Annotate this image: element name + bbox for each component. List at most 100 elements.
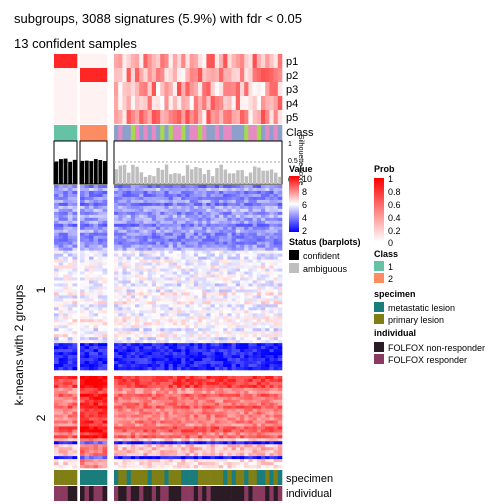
heatmap-cell <box>202 247 207 251</box>
heatmap-cell <box>102 214 108 219</box>
prob-cell <box>219 82 224 96</box>
heatmap-cell <box>181 220 186 225</box>
heatmap-cell <box>156 352 161 356</box>
heatmap-cell <box>206 432 211 436</box>
heatmap-cell <box>198 393 203 398</box>
silhouette-bar <box>72 159 77 184</box>
heatmap-cell <box>235 352 241 356</box>
prob-cell <box>172 68 178 82</box>
heatmap-cell <box>168 384 174 389</box>
heatmap-cell <box>235 185 241 189</box>
heatmap-cell <box>130 298 136 302</box>
heatmap-cell <box>135 444 140 448</box>
heatmap-cell <box>227 387 232 392</box>
heatmap-cell <box>273 226 279 231</box>
heatmap-cell <box>98 271 103 275</box>
prob-cell <box>130 82 136 96</box>
heatmap-cell <box>147 286 153 290</box>
heatmap-cell <box>93 396 99 401</box>
heatmap-cell <box>193 298 199 302</box>
heatmap-cell <box>193 310 199 314</box>
heatmap-cell <box>67 322 73 326</box>
heatmap-cell <box>164 378 169 383</box>
heatmap-cell <box>269 429 274 433</box>
heatmap-cell <box>210 223 216 228</box>
heatmap-cell <box>126 432 132 436</box>
heatmap-cell <box>126 253 132 257</box>
heatmap-cell <box>244 414 249 418</box>
heatmap-cell <box>172 208 178 213</box>
heatmap-cell <box>269 226 274 231</box>
heatmap-cell <box>223 408 228 412</box>
heatmap-cell <box>122 450 127 454</box>
silhouette-bar <box>265 170 270 184</box>
heatmap-cell <box>248 280 253 284</box>
heatmap-cell <box>235 220 241 225</box>
heatmap-cell <box>227 402 232 406</box>
heatmap-cell <box>210 268 216 272</box>
heatmap-cell <box>214 223 220 228</box>
heatmap-cell <box>168 364 174 368</box>
heatmap-cell <box>177 364 182 368</box>
heatmap-cell <box>198 310 203 314</box>
heatmap-cell <box>231 313 237 317</box>
heatmap-cell <box>151 274 157 278</box>
heatmap-cell <box>156 262 161 266</box>
heatmap-cell <box>210 337 216 341</box>
heatmap-cell <box>168 423 174 427</box>
heatmap-cell <box>265 426 270 430</box>
heatmap-cell <box>102 193 108 198</box>
heatmap-cell <box>98 352 103 356</box>
heatmap-cell <box>193 196 199 201</box>
heatmap-cell <box>160 280 165 284</box>
heatmap-cell <box>193 295 199 299</box>
heatmap-cell <box>223 337 228 341</box>
heatmap-cell <box>202 319 207 323</box>
heatmap-cell <box>147 331 153 335</box>
heatmap-cell <box>244 301 249 305</box>
heatmap-cell <box>114 420 119 424</box>
heatmap-cell <box>189 268 195 272</box>
heatmap-cell <box>130 387 136 392</box>
heatmap-cell <box>185 426 190 430</box>
heatmap-cell <box>185 187 190 192</box>
heatmap-cell <box>252 444 258 448</box>
heatmap-cell <box>89 337 94 341</box>
heatmap-cell <box>130 325 136 329</box>
prob-cell <box>172 96 178 110</box>
heatmap-cell <box>122 405 127 409</box>
heatmap-cell <box>54 259 59 263</box>
heatmap-cell <box>273 211 279 216</box>
heatmap-cell <box>72 435 78 439</box>
heatmap-cell <box>139 229 144 234</box>
heatmap-cell <box>223 426 228 430</box>
heatmap-cell <box>118 459 123 463</box>
heatmap-cell <box>177 376 182 380</box>
heatmap-cell <box>269 190 274 195</box>
heatmap-cell <box>135 325 140 329</box>
heatmap-cell <box>67 247 73 251</box>
heatmap-cell <box>80 310 85 314</box>
heatmap-cell <box>122 367 127 371</box>
heatmap-cell <box>193 277 199 281</box>
heatmap-cell <box>114 187 119 192</box>
heatmap-cell <box>72 432 78 436</box>
silhouette-bar <box>240 170 244 184</box>
heatmap-cell <box>156 402 161 406</box>
prob-cell <box>181 110 186 124</box>
heatmap-cell <box>54 438 59 442</box>
prob-cell <box>151 82 157 96</box>
heatmap-cell <box>164 340 169 344</box>
heatmap-cell <box>160 411 165 415</box>
heatmap-cell <box>277 304 283 308</box>
heatmap-cell <box>98 232 103 237</box>
heatmap-cell <box>277 361 283 365</box>
heatmap-cell <box>231 364 237 368</box>
heatmap-cell <box>164 295 169 299</box>
prob-cell <box>223 68 228 82</box>
heatmap-cell <box>156 304 161 308</box>
heatmap-cell <box>185 241 190 245</box>
heatmap-cell <box>93 435 99 439</box>
heatmap-cell <box>139 193 144 198</box>
heatmap-cell <box>198 238 203 242</box>
